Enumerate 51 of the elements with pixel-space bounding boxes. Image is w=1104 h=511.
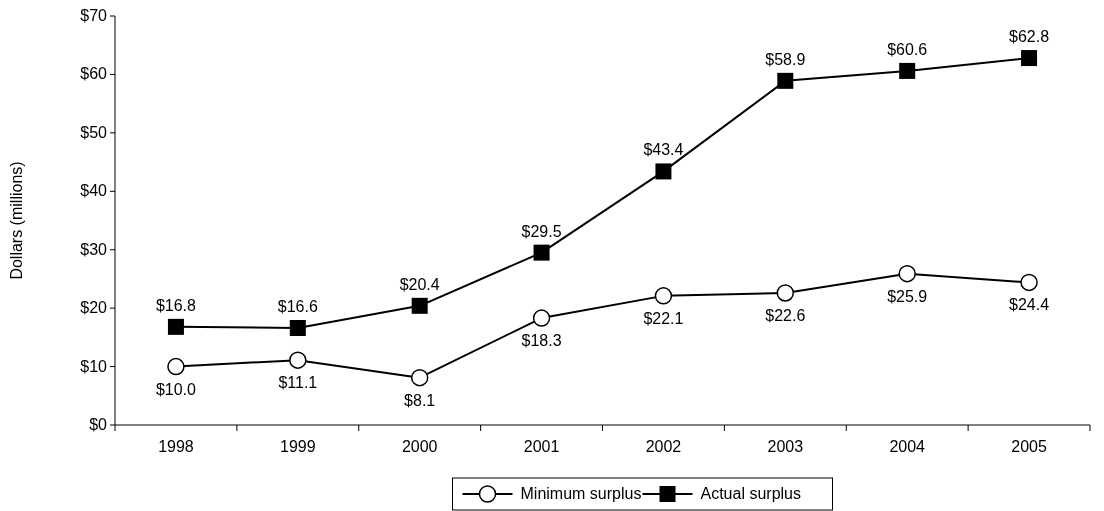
point (777, 72, 794, 89)
x-tick-label: 2003 (767, 438, 804, 455)
y-tick-label: $70 (80, 7, 108, 24)
data-label: $24.4 (1009, 296, 1050, 314)
legend-label: Minimum surplus (520, 485, 642, 502)
data-label: $29.5 (521, 222, 562, 240)
point (410, 368, 429, 387)
point (532, 309, 551, 327)
data-label: $10.0 (155, 380, 197, 398)
legend-label: Actual surplus (700, 485, 801, 502)
x-tick-label: 2005 (1011, 438, 1047, 455)
x-tick-label: 1999 (280, 438, 316, 455)
y-tick-label: $10 (80, 357, 108, 375)
y-axis-title: Dollars (millions) (8, 161, 25, 280)
x-tick-label: 2004 (889, 438, 926, 455)
data-label: $11.1 (278, 374, 318, 392)
point (1021, 50, 1038, 67)
point (899, 62, 916, 79)
data-label: $22.6 (765, 306, 806, 324)
point (654, 287, 673, 305)
point (655, 163, 672, 180)
point (533, 244, 550, 261)
data-label: $16.8 (155, 296, 197, 314)
x-tick-label: 1998 (158, 438, 194, 455)
x-tick-label: 2002 (645, 438, 682, 455)
point (1020, 273, 1038, 292)
y-tick-label: $20 (80, 299, 108, 317)
point (289, 320, 306, 337)
point (898, 264, 916, 283)
y-tick-label: $40 (80, 182, 108, 200)
data-label: $8.1 (404, 391, 436, 409)
data-label: $25.9 (887, 287, 928, 305)
point (776, 284, 795, 302)
point (411, 297, 428, 314)
y-tick-label: $0 (89, 416, 108, 433)
x-tick-label: 2000 (401, 438, 438, 455)
data-label: $16.6 (277, 298, 318, 316)
point (289, 351, 307, 369)
data-label: $18.3 (521, 332, 562, 350)
x-tick-label: 2001 (523, 438, 560, 455)
y-tick-label: $30 (80, 240, 108, 258)
data-label: $62.8 (1009, 28, 1050, 46)
data-label: $58.9 (765, 50, 806, 68)
y-tick-label: $60 (80, 65, 108, 83)
data-label: $22.1 (643, 309, 684, 327)
data-label: $20.4 (399, 275, 440, 293)
data-label: $43.4 (643, 141, 684, 159)
point (167, 357, 185, 376)
point (167, 318, 184, 335)
data-label: $60.6 (887, 40, 928, 58)
y-tick-label: $50 (80, 123, 108, 141)
